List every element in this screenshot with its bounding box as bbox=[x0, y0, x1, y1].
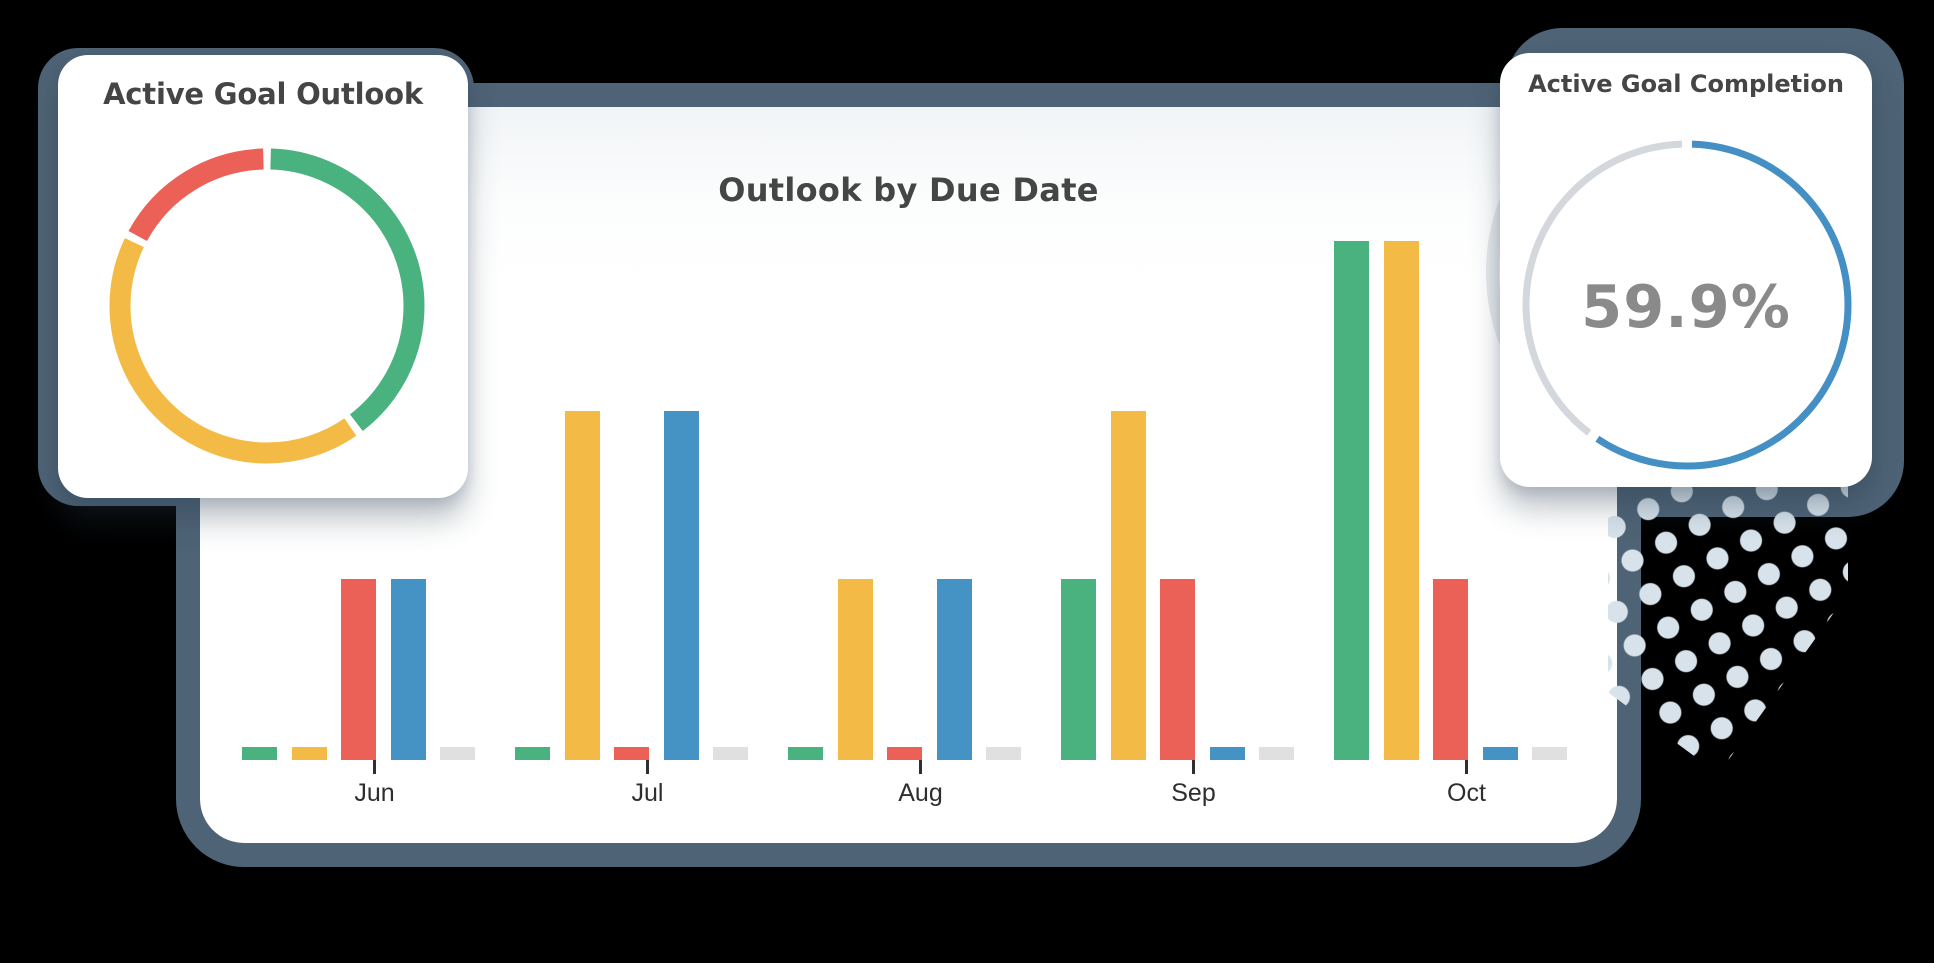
ring-segment-progress bbox=[1522, 140, 1852, 470]
ring-segment-track bbox=[1522, 140, 1852, 470]
bar-green-oct bbox=[1334, 241, 1369, 760]
bar-blue-aug bbox=[936, 579, 972, 760]
gauge-card-title: Active Goal Completion bbox=[1528, 70, 1844, 98]
bar-blue-sep bbox=[1209, 747, 1245, 760]
bar-blue-jul bbox=[663, 411, 699, 760]
bar-gray-jul bbox=[713, 747, 748, 760]
bar-gray-sep bbox=[1259, 747, 1294, 760]
bar-yellow-sep bbox=[1110, 411, 1146, 760]
x-axis-label-aug: Aug bbox=[898, 779, 943, 807]
x-axis-tick-jul bbox=[646, 760, 649, 774]
bar-gray-aug bbox=[986, 747, 1021, 760]
bar-yellow-jul bbox=[564, 411, 600, 760]
dot-pattern bbox=[1608, 482, 1848, 774]
x-axis-tick-oct bbox=[1465, 760, 1468, 774]
x-axis-tick-aug bbox=[919, 760, 922, 774]
x-axis-label-jun: Jun bbox=[354, 779, 395, 807]
bar-red-oct bbox=[1433, 579, 1468, 760]
x-axis-label-oct: Oct bbox=[1447, 779, 1486, 807]
bar-green-sep bbox=[1061, 579, 1096, 760]
ring-segment-yellow bbox=[109, 148, 425, 464]
goals-dashboard-graphic: Outlook by Due Date Jun Jul Aug Sep Oct Acti… bbox=[38, 28, 1904, 867]
bar-green-jun bbox=[242, 747, 277, 760]
bar-yellow-jun bbox=[291, 747, 327, 760]
grouped-bar-chart: Jun Jul Aug Sep Oct bbox=[200, 107, 1617, 843]
x-axis-tick-sep bbox=[1192, 760, 1195, 774]
x-axis-label-jul: Jul bbox=[631, 779, 664, 807]
donut-card-title: Active Goal Outlook bbox=[103, 77, 423, 111]
bar-green-jul bbox=[515, 747, 550, 760]
active-goal-completion-card: Active Goal Completion 59.9% bbox=[1500, 53, 1872, 487]
bar-red-sep bbox=[1160, 579, 1195, 760]
ring-segment-green bbox=[109, 148, 425, 464]
goal-completion-progress-ring bbox=[1522, 140, 1852, 470]
bar-chart-title: Outlook by Due Date bbox=[718, 171, 1099, 209]
goal-outlook-donut-chart bbox=[109, 148, 425, 464]
active-goal-outlook-card: Active Goal Outlook bbox=[58, 55, 468, 498]
bar-gray-jun bbox=[440, 747, 475, 760]
bar-red-jun bbox=[341, 579, 376, 760]
bar-gray-oct bbox=[1532, 747, 1567, 760]
bar-blue-oct bbox=[1482, 747, 1518, 760]
x-axis-label-sep: Sep bbox=[1171, 779, 1216, 807]
bar-red-aug bbox=[887, 747, 922, 760]
bar-green-aug bbox=[788, 747, 823, 760]
bar-red-jul bbox=[614, 747, 649, 760]
x-axis-tick-jun bbox=[373, 760, 376, 774]
completion-percentage-value: 59.9% bbox=[1581, 272, 1791, 341]
bar-yellow-aug bbox=[837, 579, 873, 760]
bar-yellow-oct bbox=[1383, 241, 1419, 760]
bar-blue-jun bbox=[390, 579, 426, 760]
